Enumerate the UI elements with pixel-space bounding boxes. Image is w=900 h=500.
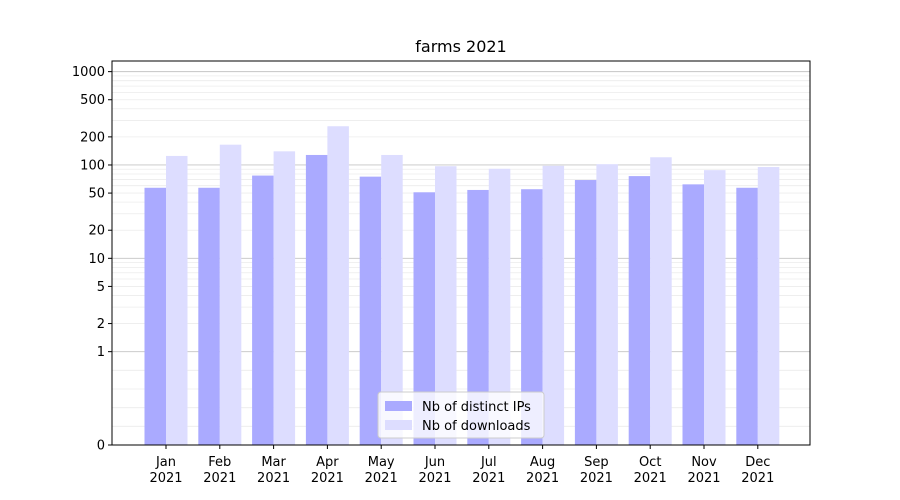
y-tick-label: 500 bbox=[80, 93, 105, 108]
bar-distinct-ips bbox=[467, 189, 489, 445]
x-tick-label-year: 2021 bbox=[687, 471, 720, 486]
bar-distinct-ips bbox=[574, 180, 597, 445]
bar-downloads bbox=[381, 154, 403, 445]
x-tick-label-year: 2021 bbox=[203, 471, 236, 486]
x-tick-label-month: Sep bbox=[584, 455, 609, 470]
y-tick-label: 0 bbox=[97, 439, 105, 454]
bar-downloads bbox=[435, 166, 457, 446]
bar-distinct-ips bbox=[413, 192, 435, 445]
chart-title: farms 2021 bbox=[415, 37, 506, 56]
x-tick-label-year: 2021 bbox=[472, 471, 505, 486]
x-tick-label-year: 2021 bbox=[580, 471, 613, 486]
bar-distinct-ips bbox=[736, 187, 758, 445]
x-tick-label-month: Jan bbox=[155, 455, 176, 470]
x-axis: Jan2021Feb2021Mar2021Apr2021May2021Jun20… bbox=[149, 445, 774, 486]
bar-downloads bbox=[166, 155, 188, 445]
y-tick-label: 1000 bbox=[72, 65, 105, 80]
y-tick-label: 200 bbox=[80, 130, 105, 145]
bar-downloads bbox=[650, 157, 672, 445]
x-tick-label-month: May bbox=[368, 455, 395, 470]
legend-label: Nb of distinct IPs bbox=[422, 400, 531, 415]
bar-downloads bbox=[219, 144, 242, 445]
x-tick-label-year: 2021 bbox=[526, 471, 559, 486]
x-tick-label-year: 2021 bbox=[741, 471, 774, 486]
bar-downloads bbox=[327, 126, 349, 446]
x-tick-label-year: 2021 bbox=[311, 471, 344, 486]
x-tick-label-month: Nov bbox=[691, 455, 717, 470]
x-tick-label-year: 2021 bbox=[365, 471, 398, 486]
x-tick-label-year: 2021 bbox=[257, 471, 290, 486]
bar-distinct-ips bbox=[305, 154, 328, 445]
bar-distinct-ips bbox=[628, 176, 651, 445]
y-tick-label: 5 bbox=[97, 280, 105, 295]
x-tick-label-month: Mar bbox=[261, 455, 286, 470]
x-tick-label-year: 2021 bbox=[634, 471, 667, 486]
bar-distinct-ips bbox=[252, 175, 274, 445]
x-tick-label-month: Feb bbox=[208, 455, 231, 470]
legend-box bbox=[377, 391, 545, 439]
y-tick-label: 20 bbox=[88, 224, 105, 239]
y-tick-label: 1 bbox=[97, 345, 105, 360]
y-tick-label: 2 bbox=[97, 317, 105, 332]
x-tick-label-month: Oct bbox=[639, 455, 661, 470]
x-tick-label-month: Jun bbox=[424, 455, 445, 470]
x-tick-label-month: Dec bbox=[745, 455, 770, 470]
y-axis: 0 1 2 5 10 20 50 100 200 500 1000 bbox=[72, 65, 112, 454]
bar-downloads bbox=[488, 168, 511, 446]
legend-label: Nb of downloads bbox=[422, 419, 531, 434]
y-tick-label: 50 bbox=[88, 187, 105, 202]
bar-downloads bbox=[542, 165, 565, 446]
bar-distinct-ips bbox=[682, 184, 704, 445]
y-tick-label: 100 bbox=[80, 158, 105, 173]
x-tick-label-month: Jul bbox=[480, 455, 497, 470]
bar-distinct-ips bbox=[521, 189, 543, 445]
legend: Nb of distinct IPs Nb of downloads bbox=[377, 391, 545, 439]
x-tick-label-month: Aug bbox=[530, 455, 555, 470]
bar-distinct-ips bbox=[144, 187, 166, 445]
bar-downloads bbox=[273, 151, 296, 445]
legend-swatch bbox=[385, 420, 412, 430]
y-tick-label: 10 bbox=[88, 252, 105, 267]
bars bbox=[144, 126, 780, 446]
x-tick-label-year: 2021 bbox=[149, 471, 182, 486]
x-tick-label-year: 2021 bbox=[418, 471, 451, 486]
x-tick-label-month: Apr bbox=[316, 455, 339, 470]
bar-distinct-ips bbox=[198, 187, 220, 445]
legend-swatch bbox=[385, 401, 412, 411]
bar-downloads bbox=[757, 167, 780, 445]
bar-downloads bbox=[704, 170, 726, 445]
bar-downloads bbox=[596, 164, 618, 445]
bar-distinct-ips bbox=[359, 176, 382, 445]
plot-frame bbox=[111, 60, 811, 446]
